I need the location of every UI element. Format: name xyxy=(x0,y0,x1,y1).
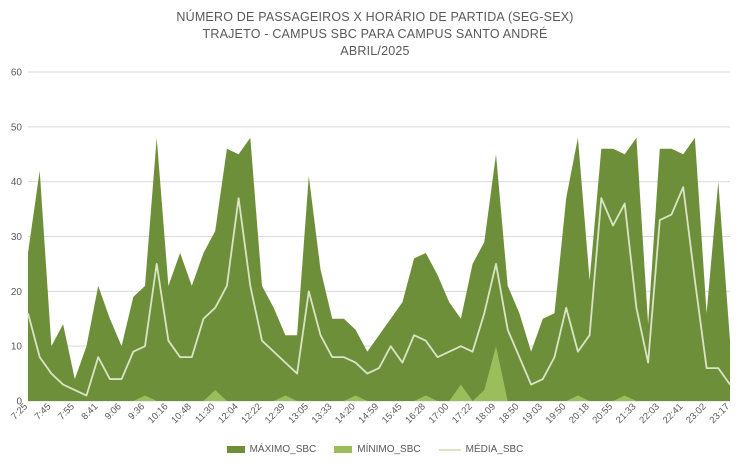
y-tick-label-50: 50 xyxy=(11,122,23,133)
x-tick-label-29: 23:02 xyxy=(684,401,709,426)
series-max-area xyxy=(28,137,730,402)
x-tick-label-10: 12:22 xyxy=(240,401,265,426)
x-tick-label-17: 16:28 xyxy=(403,401,428,426)
legend-swatch-max xyxy=(226,446,245,453)
x-tick-label-18: 17:00 xyxy=(427,401,452,426)
x-tick-label-6: 10:16 xyxy=(146,401,171,426)
x-tick-label-21: 18:50 xyxy=(497,401,522,426)
x-tick-label-3: 8:41 xyxy=(79,401,100,422)
x-tick-label-25: 20:55 xyxy=(591,401,616,426)
x-tick-label-0: 7:25 xyxy=(9,401,30,422)
x-tick-label-11: 12:39 xyxy=(263,401,288,426)
y-tick-label-30: 30 xyxy=(11,232,23,243)
x-tick-label-7: 10:48 xyxy=(169,401,194,426)
x-tick-label-15: 14:59 xyxy=(357,401,382,426)
x-tick-label-22: 19:03 xyxy=(520,401,545,426)
x-tick-label-16: 15:45 xyxy=(380,401,405,426)
x-tick-label-14: 14:20 xyxy=(333,401,358,426)
legend-item-avg: MÉDIA_SBC xyxy=(438,444,524,455)
chart-subtitle-date: ABRIL/2025 xyxy=(340,44,410,58)
chart-title: NÚMERO DE PASSAGEIROS X HORÁRIO DE PARTI… xyxy=(176,10,574,24)
y-tick-label-40: 40 xyxy=(11,177,23,188)
x-tick-label-2: 7:55 xyxy=(56,401,77,422)
x-tick-label-8: 11:30 xyxy=(193,401,217,425)
x-tick-label-19: 17:22 xyxy=(450,401,475,426)
x-tick-label-13: 13:33 xyxy=(310,401,335,426)
x-tick-label-5: 9:36 xyxy=(126,401,147,422)
x-tick-label-20: 18:09 xyxy=(474,401,499,426)
legend-label-min: MÍNIMO_SBC xyxy=(357,444,421,455)
legend-item-min: MÍNIMO_SBC xyxy=(334,444,421,455)
x-tick-label-12: 13:05 xyxy=(286,401,311,426)
x-tick-label-26: 21:33 xyxy=(614,401,639,426)
y-tick-label-10: 10 xyxy=(11,342,23,353)
legend-swatch-min xyxy=(334,446,353,453)
x-tick-label-28: 22:41 xyxy=(661,401,686,426)
legend-label-max: MÁXIMO_SBC xyxy=(249,444,317,455)
x-tick-label-27: 22:03 xyxy=(637,401,662,426)
y-tick-label-20: 20 xyxy=(11,287,23,298)
x-tick-label-23: 19:50 xyxy=(544,401,569,426)
legend-swatch-avg xyxy=(438,448,461,451)
x-tick-label-24: 20:18 xyxy=(567,401,592,426)
x-tick-label-30: 23:17 xyxy=(708,401,733,426)
series-avg-line xyxy=(27,186,731,397)
chart-subtitle: TRAJETO - CAMPUS SBC PARA CAMPUS SANTO A… xyxy=(202,27,548,41)
y-tick-label-60: 60 xyxy=(11,68,23,79)
x-tick-label-9: 12:04 xyxy=(216,401,241,426)
legend-label-avg: MÉDIA_SBC xyxy=(465,444,524,455)
y-tick-label-0: 0 xyxy=(16,397,22,408)
x-tick-label-4: 9:06 xyxy=(103,401,124,422)
x-tick-label-1: 7:45 xyxy=(33,401,54,422)
chart-legend: MÁXIMO_SBC MÍNIMO_SBC MÉDIA_SBC xyxy=(0,444,750,455)
legend-item-max: MÁXIMO_SBC xyxy=(226,444,317,455)
